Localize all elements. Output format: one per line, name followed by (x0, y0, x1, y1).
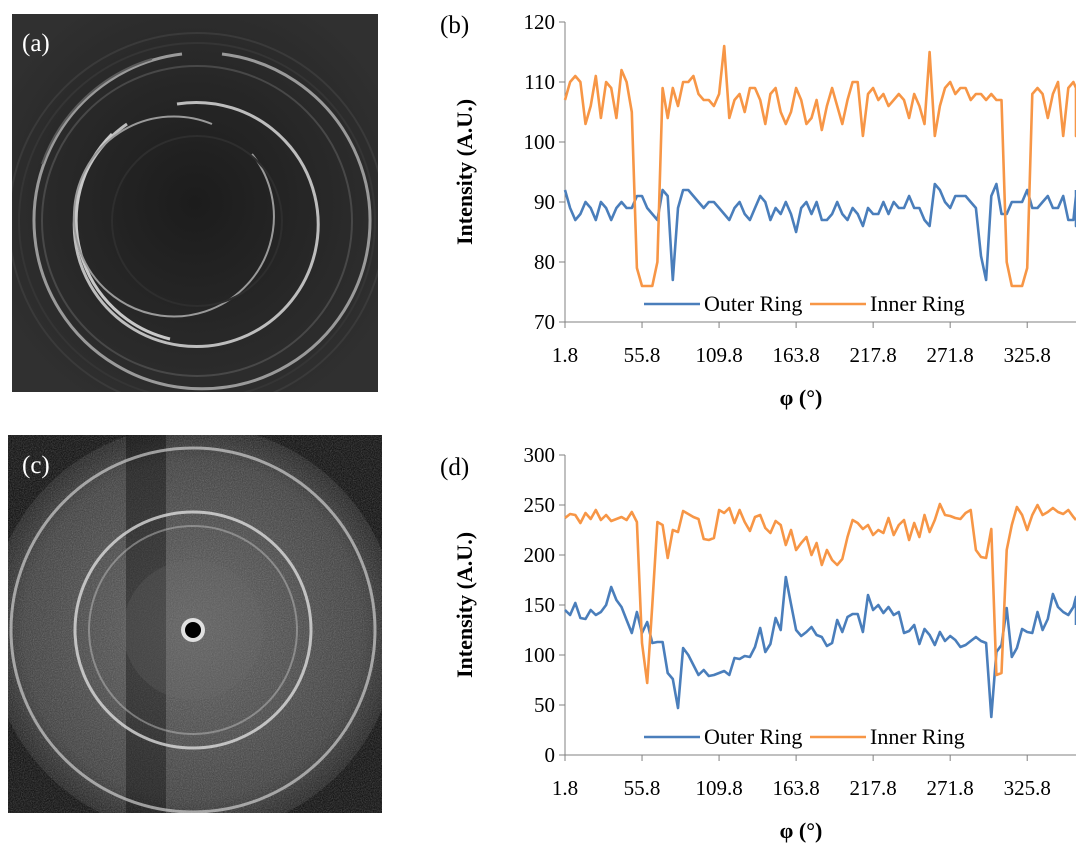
x-tick-label: 217.8 (850, 776, 897, 800)
legend-label-inner-ring: Inner Ring (870, 291, 965, 316)
y-tick-label: 100 (524, 130, 556, 154)
x-tick-label: 163.8 (772, 776, 819, 800)
x-tick-label: 163.8 (772, 343, 819, 367)
x-tick-label: 1.8 (552, 343, 578, 367)
x-axis-title: φ (°) (780, 385, 823, 410)
x-tick-label: 217.8 (850, 343, 897, 367)
y-tick-label: 120 (524, 10, 556, 34)
x-tick-label: 325.8 (1004, 776, 1051, 800)
x-axis-title: φ (°) (780, 818, 823, 843)
legend-label-outer-ring: Outer Ring (704, 724, 802, 749)
y-tick-label: 150 (524, 593, 556, 617)
x-tick-label: 109.8 (695, 776, 742, 800)
y-tick-label: 90 (534, 190, 555, 214)
y-tick-label: 50 (534, 693, 555, 717)
x-tick-label: 1.8 (552, 776, 578, 800)
y-tick-label: 300 (524, 443, 556, 467)
diffraction-image-a (8, 14, 386, 410)
y-tick-label: 80 (534, 250, 555, 274)
diffraction-image-c (0, 425, 398, 835)
x-tick-label: 271.8 (927, 776, 974, 800)
legend-label-inner-ring: Inner Ring (870, 724, 965, 749)
y-tick-label: 200 (524, 543, 556, 567)
panel-label-a: (a) (22, 30, 50, 57)
x-tick-label: 55.8 (624, 776, 661, 800)
outer-ring-series-line (563, 182, 1076, 282)
x-tick-label: 325.8 (1004, 343, 1051, 367)
y-tick-label: 0 (545, 743, 556, 767)
panel-label-c: (c) (22, 452, 50, 479)
chart-d: 0 50 100 150 200 250 300 1.8 55.8 109.8 163.8 217.8… (452, 443, 1076, 843)
chart-b: 70 80 90 100 110 120 1.8 55.8 109.8 163.8 217.8 271… (452, 10, 1076, 410)
y-tick-label: 250 (524, 493, 556, 517)
y-axis-title: Intensity (A.U.) (452, 532, 477, 678)
x-tick-label: 271.8 (927, 343, 974, 367)
x-tick-label: 55.8 (624, 343, 661, 367)
legend-label-outer-ring: Outer Ring (704, 291, 802, 316)
y-tick-label: 70 (534, 310, 555, 334)
inner-ring-series-line (563, 44, 1076, 288)
x-tick-label: 109.8 (695, 343, 742, 367)
y-axis-title: Intensity (A.U.) (452, 99, 477, 245)
inner-ring-series-line (564, 502, 1076, 685)
rings-c (0, 425, 398, 835)
panel-label-d: (d) (440, 454, 470, 481)
panel-label-b: (b) (440, 12, 470, 39)
y-tick-label: 100 (524, 643, 556, 667)
y-tick-label: 110 (524, 70, 555, 94)
rings-a (8, 14, 386, 410)
